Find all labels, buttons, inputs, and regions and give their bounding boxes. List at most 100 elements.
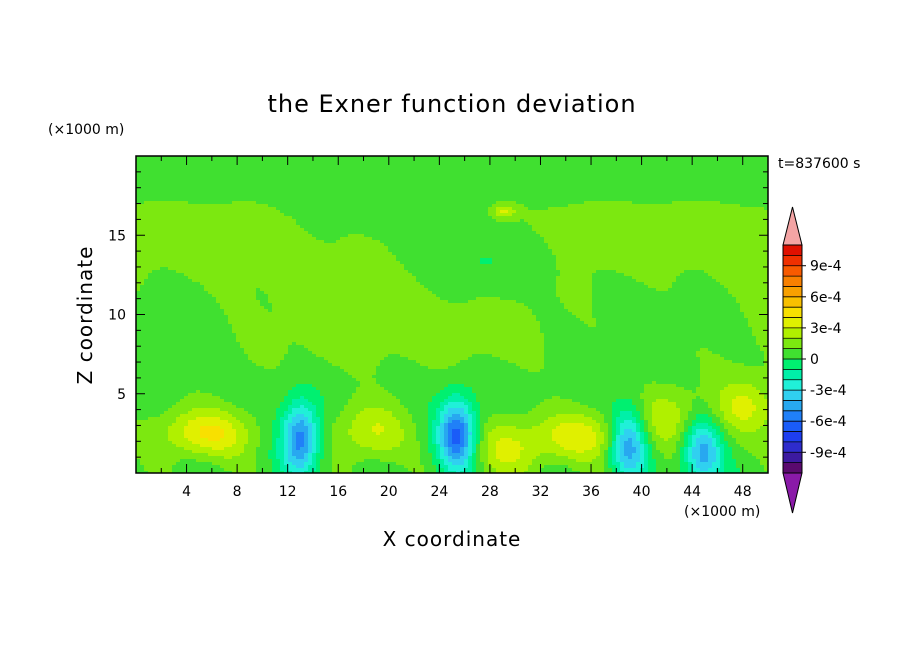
contour-cell bbox=[152, 246, 157, 250]
contour-cell bbox=[296, 186, 301, 190]
contour-cell bbox=[368, 219, 373, 223]
contour-cell bbox=[180, 231, 185, 235]
contour-cell bbox=[392, 237, 397, 241]
contour-cell bbox=[368, 159, 373, 163]
contour-cell bbox=[288, 216, 293, 220]
contour-cell bbox=[364, 249, 369, 253]
contour-cell bbox=[244, 228, 249, 232]
contour-cell bbox=[184, 240, 189, 244]
contour-cell bbox=[632, 168, 637, 172]
contour-cell bbox=[488, 222, 493, 226]
contour-cell bbox=[736, 177, 741, 181]
contour-cell bbox=[576, 168, 581, 172]
contour-cell bbox=[204, 159, 209, 163]
contour-cell bbox=[628, 156, 633, 160]
contour-cell bbox=[260, 168, 265, 172]
contour-cell bbox=[652, 192, 657, 196]
contour-cell bbox=[284, 168, 289, 172]
contour-cell bbox=[504, 231, 509, 235]
contour-cell bbox=[316, 213, 321, 217]
contour-cell bbox=[560, 228, 565, 232]
contour-cell bbox=[376, 180, 381, 184]
contour-cell bbox=[640, 183, 645, 187]
contour-cell bbox=[280, 225, 285, 229]
contour-cell bbox=[168, 165, 173, 169]
contour-cell bbox=[416, 207, 421, 211]
contour-cell bbox=[596, 195, 601, 199]
contour-cell bbox=[284, 213, 289, 217]
contour-cell bbox=[716, 204, 721, 208]
contour-cell bbox=[160, 219, 165, 223]
contour-cell bbox=[180, 225, 185, 229]
contour-cell bbox=[640, 237, 645, 241]
contour-cell bbox=[180, 180, 185, 184]
contour-cell bbox=[340, 213, 345, 217]
contour-cell bbox=[152, 249, 157, 253]
contour-cell bbox=[360, 234, 365, 238]
contour-cell bbox=[456, 156, 461, 160]
contour-cell bbox=[644, 225, 649, 229]
contour-cell bbox=[632, 222, 637, 226]
contour-cell bbox=[480, 177, 485, 181]
contour-cell bbox=[748, 225, 753, 229]
contour-cell bbox=[376, 219, 381, 223]
contour-cell bbox=[424, 219, 429, 223]
contour-cell bbox=[624, 246, 629, 250]
contour-cell bbox=[636, 219, 641, 223]
contour-cell bbox=[136, 243, 141, 247]
contour-cell bbox=[348, 171, 353, 175]
contour-cell bbox=[160, 207, 165, 211]
contour-cell bbox=[664, 180, 669, 184]
contour-cell bbox=[488, 189, 493, 193]
contour-cell bbox=[644, 174, 649, 178]
contour-cell bbox=[240, 237, 245, 241]
contour-cell bbox=[208, 165, 213, 169]
contour-cell bbox=[252, 210, 257, 214]
contour-cell bbox=[588, 234, 593, 238]
contour-cell bbox=[612, 189, 617, 193]
contour-cell bbox=[172, 183, 177, 187]
contour-cell bbox=[288, 240, 293, 244]
contour-cell bbox=[212, 219, 217, 223]
contour-cell bbox=[192, 246, 197, 250]
contour-cell bbox=[628, 168, 633, 172]
contour-cell bbox=[344, 177, 349, 181]
contour-cell bbox=[380, 249, 385, 253]
contour-cell bbox=[660, 177, 665, 181]
contour-cell bbox=[364, 225, 369, 229]
contour-cell bbox=[668, 174, 673, 178]
contour-cell bbox=[332, 156, 337, 160]
contour-cell bbox=[684, 159, 689, 163]
contour-cell bbox=[744, 222, 749, 226]
contour-cell bbox=[232, 243, 237, 247]
contour-cell bbox=[364, 168, 369, 172]
contour-cell bbox=[332, 192, 337, 196]
contour-cell bbox=[680, 165, 685, 169]
contour-cell bbox=[520, 213, 525, 217]
contour-cell bbox=[408, 249, 413, 253]
contour-cell bbox=[380, 177, 385, 181]
contour-cell bbox=[228, 183, 233, 187]
contour-cell bbox=[156, 171, 161, 175]
contour-cell bbox=[272, 225, 277, 229]
contour-cell bbox=[368, 243, 373, 247]
contour-cell bbox=[180, 171, 185, 175]
contour-cell bbox=[264, 222, 269, 226]
contour-cell bbox=[224, 216, 229, 220]
contour-cell bbox=[252, 228, 257, 232]
contour-cell bbox=[332, 165, 337, 169]
contour-cell bbox=[536, 222, 541, 226]
contour-cell bbox=[208, 225, 213, 229]
contour-cell bbox=[356, 177, 361, 181]
contour-cell bbox=[144, 195, 149, 199]
contour-cell bbox=[172, 189, 177, 193]
contour-cell bbox=[296, 207, 301, 211]
contour-cell bbox=[300, 174, 305, 178]
contour-cell bbox=[276, 237, 281, 241]
contour-cell bbox=[184, 216, 189, 220]
contour-cell bbox=[228, 195, 233, 199]
contour-cell bbox=[324, 180, 329, 184]
contour-cell bbox=[708, 210, 713, 214]
contour-cell bbox=[700, 207, 705, 211]
contour-cell bbox=[520, 222, 525, 226]
